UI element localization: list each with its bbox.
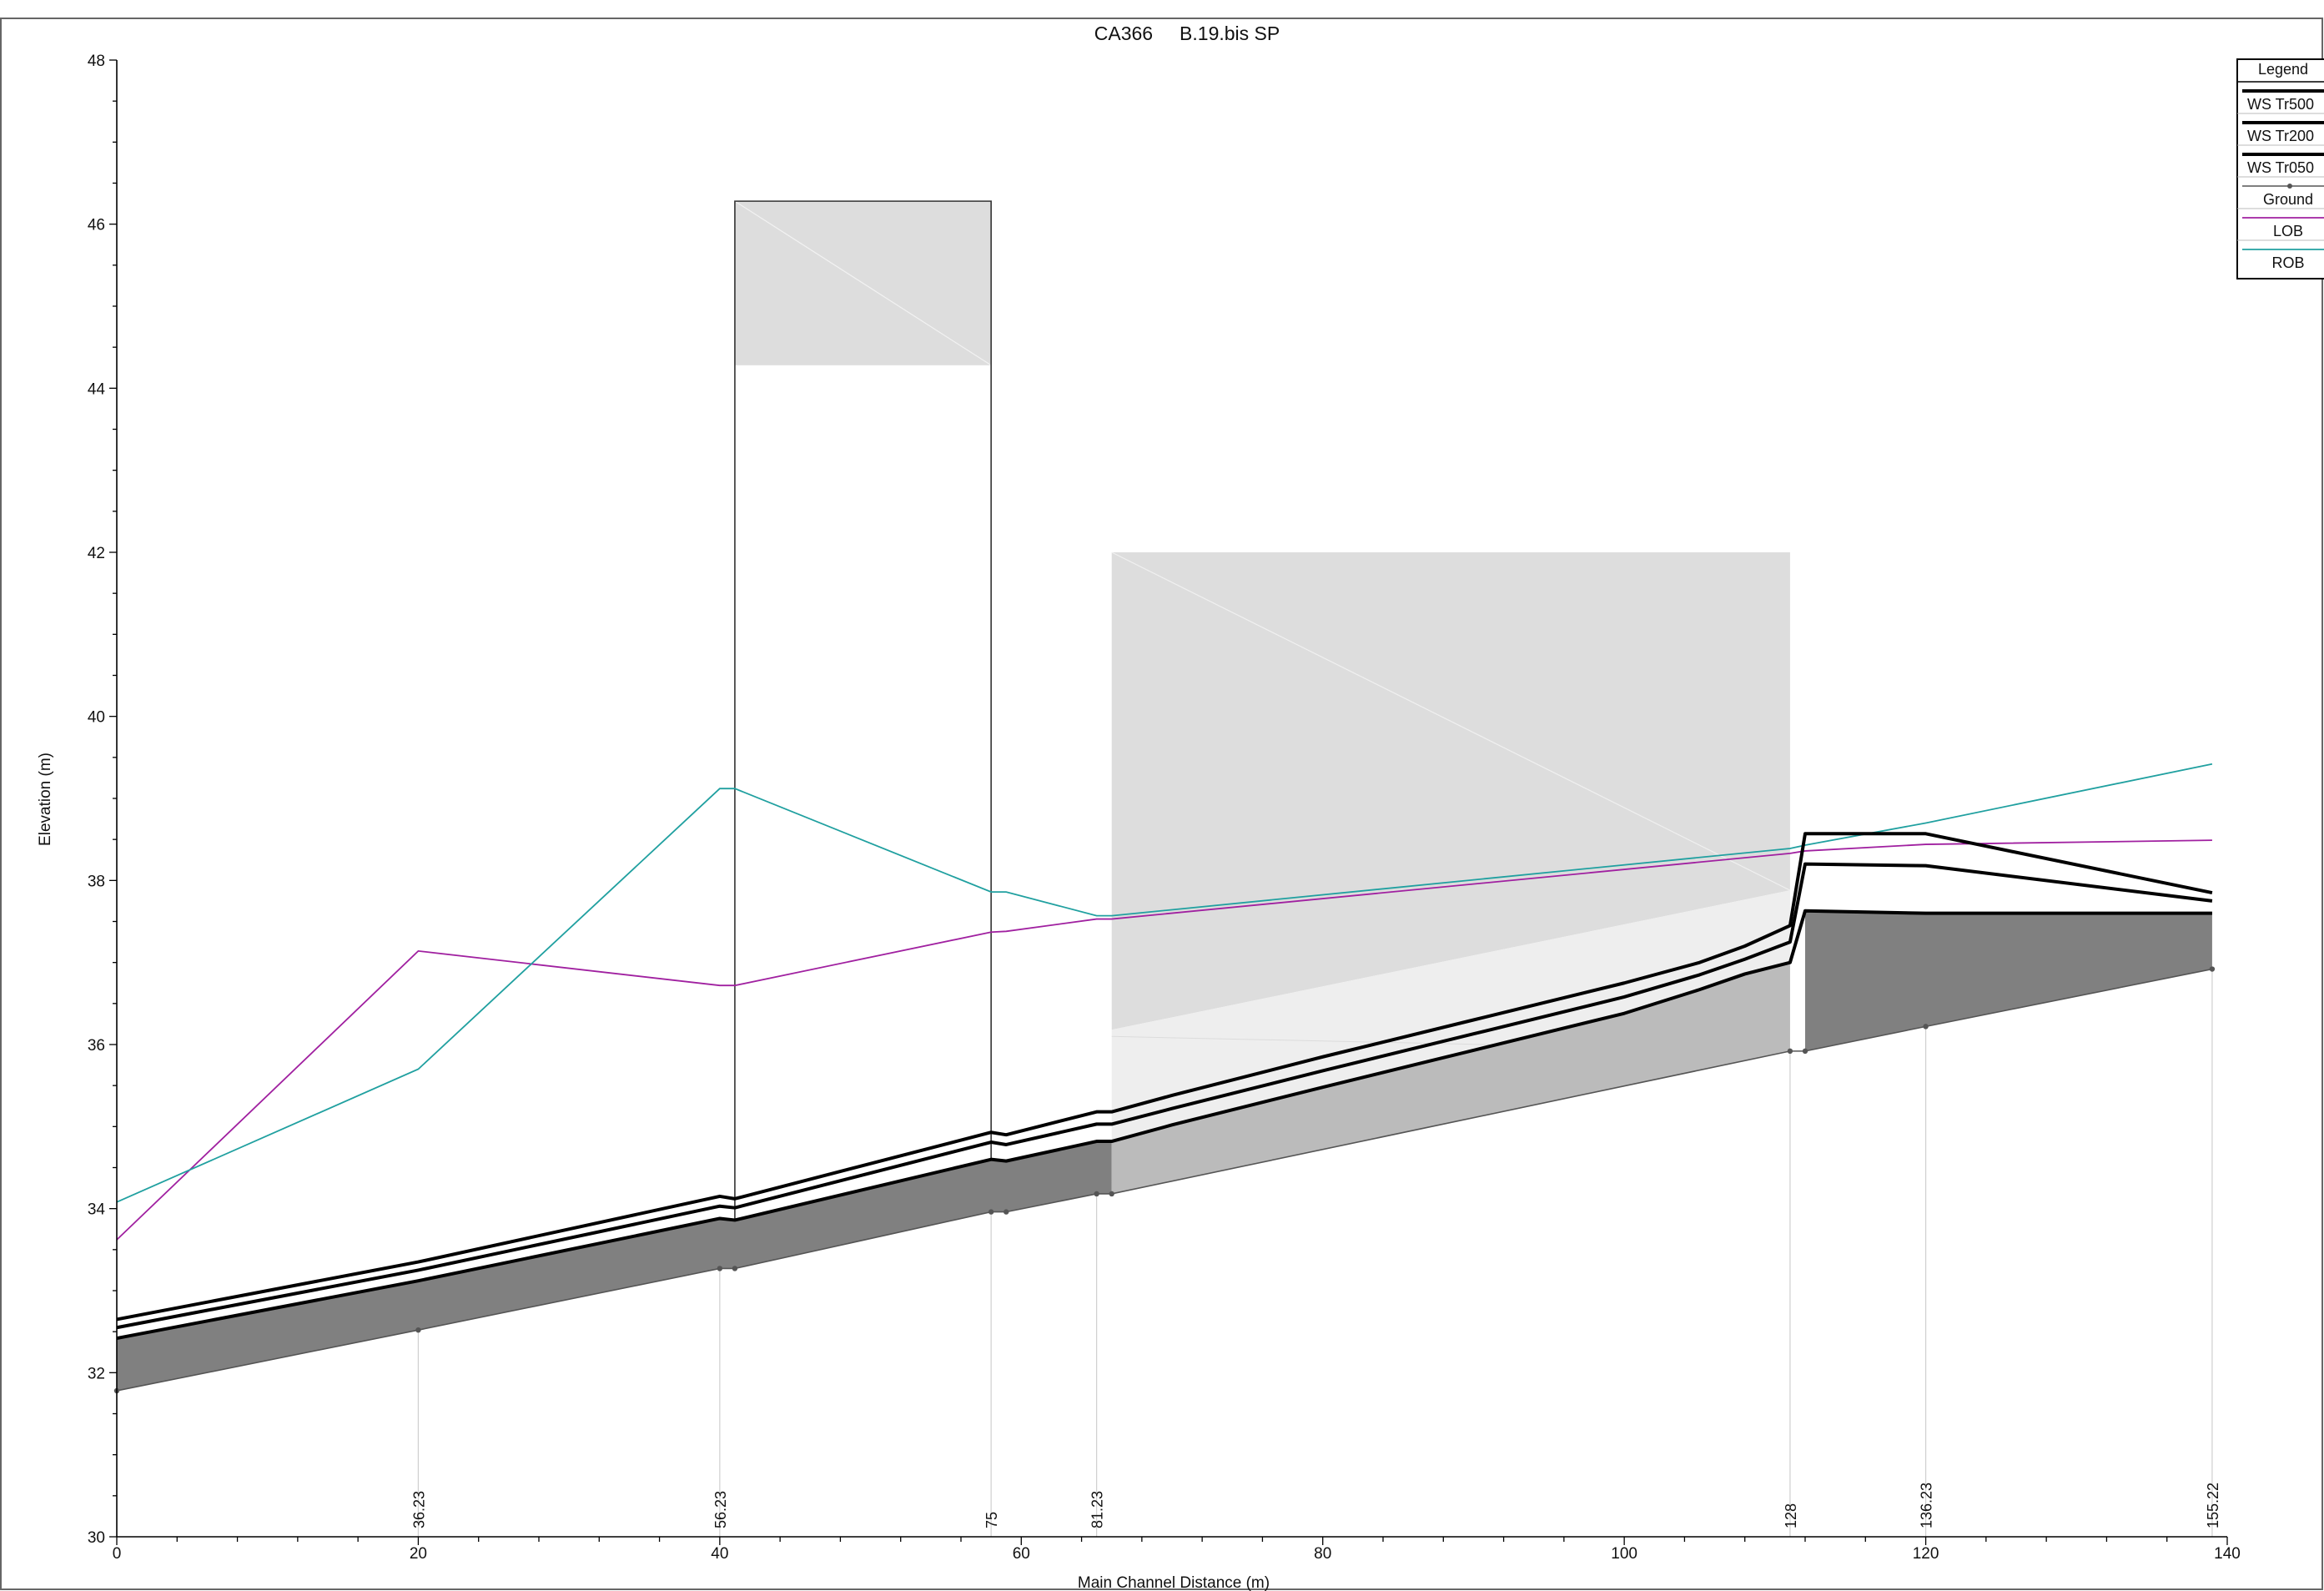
station-label: 56.23 [712, 1491, 729, 1528]
x-tick-label: 120 [1913, 1545, 1939, 1563]
y-tick-label: 44 [88, 380, 106, 398]
ground-point [415, 1327, 421, 1333]
ground-point [2209, 966, 2216, 972]
ws-line-tr050 [116, 909, 2212, 1340]
bridge-deck-diagonal [734, 200, 992, 366]
x-tick-label: 100 [1611, 1545, 1637, 1563]
y-tick-label: 46 [88, 217, 105, 234]
chart-title: CA366 B.19.bis SP [1094, 23, 1280, 44]
y-tick-label: 40 [88, 709, 105, 727]
y-tick-label: 48 [88, 53, 105, 70]
y-tick-label: 32 [88, 1365, 105, 1382]
legend-label: ROB [2271, 254, 2304, 271]
y-tick-label: 30 [88, 1529, 105, 1547]
lob-line [116, 839, 2212, 1241]
legend-label: WS Tr500 [2247, 96, 2314, 113]
station-label: 75 [983, 1512, 1000, 1528]
legend-label: Ground [2263, 191, 2313, 208]
culvert-roof-diagonal [1111, 551, 1791, 891]
ground-line [116, 968, 2213, 1392]
station-label: 128 [1783, 1503, 1799, 1528]
axes-layer: 30 32 34 36 38 40 42 44 46 48 0 20 40 60 80 100 120 140 [88, 53, 2241, 1563]
ground-point [988, 1209, 994, 1215]
culvert-roof [1111, 552, 1790, 1030]
x-tick-label: 80 [1314, 1545, 1331, 1563]
ground-point [1004, 1209, 1009, 1215]
y-tick-label: 42 [88, 545, 105, 562]
x-axis-label: Main Channel Distance (m) [1078, 1574, 1270, 1591]
legend-title: Legend [2258, 61, 2308, 78]
ground-point [717, 1266, 723, 1271]
ws-line-tr200 [116, 862, 2213, 1330]
ground-point [1787, 1048, 1793, 1055]
channel-fill-culvert [1111, 962, 1790, 1194]
channel-fill-upstream [117, 1141, 1112, 1391]
x-tick-label: 0 [113, 1545, 122, 1563]
x-tick-label: 40 [711, 1545, 728, 1563]
legend-label: WS Tr200 [2247, 128, 2314, 144]
series-layer [113, 763, 2216, 1394]
legend-box [2236, 58, 2324, 279]
legend-marker [2287, 184, 2292, 189]
x-tick-label: 60 [1013, 1545, 1030, 1563]
ground-layer [117, 910, 2212, 1391]
ws-line-tr500 [116, 832, 2213, 1322]
ground-point [732, 1266, 738, 1271]
ground-point [1923, 1024, 1929, 1030]
station-label: 136.23 [1919, 1483, 1935, 1528]
legend-label: WS Tr050 [2247, 159, 2314, 176]
y-tick-label: 34 [88, 1201, 106, 1219]
y-tick-label: 36 [88, 1037, 105, 1055]
ground-point [1109, 1191, 1114, 1197]
y-tick-label: 38 [88, 873, 105, 890]
chart-frame [0, 18, 2323, 1590]
channel-fill-downstream [1805, 910, 2212, 1051]
station-label: 155.22 [2205, 1483, 2221, 1528]
rob-line [116, 763, 2213, 1203]
x-tick-label: 20 [410, 1545, 427, 1563]
station-layer: 36.23 56.23 75 81.23 128 136.23 155.22 [410, 969, 2221, 1537]
legend: Legend WS Tr500 WS Tr200 WS Tr050 Ground LOB… [2236, 58, 2324, 279]
bridge-outline [734, 200, 992, 1269]
legend-label: LOB [2273, 223, 2303, 239]
station-label: 36.23 [410, 1491, 427, 1528]
x-tick-label: 140 [2214, 1545, 2241, 1563]
ground-point [1094, 1191, 1099, 1197]
y-axis-label: Elevation (m) [37, 753, 54, 846]
station-label: 81.23 [1089, 1491, 1106, 1528]
ground-point [1802, 1048, 1808, 1055]
